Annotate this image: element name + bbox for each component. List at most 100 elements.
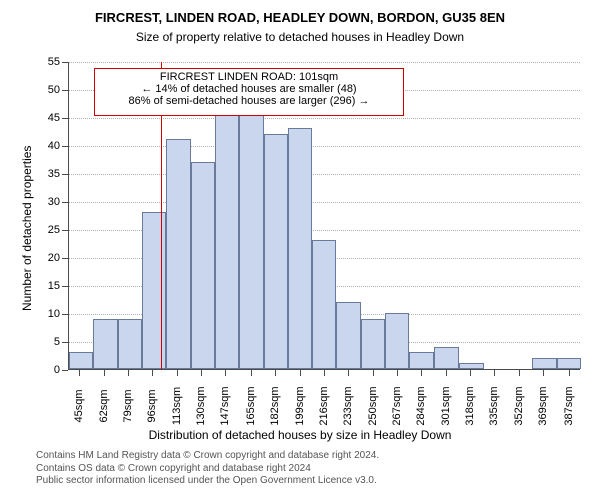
x-tick-label: 301sqm [440, 386, 452, 425]
x-tick [373, 370, 374, 376]
y-tick [62, 118, 68, 119]
x-tick [494, 370, 495, 376]
y-tick [62, 370, 68, 371]
histogram-bar [459, 363, 483, 369]
y-tick [62, 174, 68, 175]
histogram-bar [142, 212, 166, 369]
x-tick-label: 318sqm [464, 386, 476, 425]
x-tick [543, 370, 544, 376]
x-tick-label: 62sqm [98, 389, 110, 422]
x-tick-label: 113sqm [171, 387, 183, 425]
x-tick [569, 370, 570, 376]
grid-line [69, 202, 580, 203]
chart-subtitle: Size of property relative to detached ho… [0, 30, 600, 44]
y-tick-label: 10 [30, 308, 60, 320]
x-tick-label: 387sqm [563, 386, 575, 425]
y-tick [62, 314, 68, 315]
y-tick-label: 50 [30, 84, 60, 96]
footer-line: Public sector information licensed under… [36, 475, 590, 488]
footer-credits: Contains HM Land Registry data © Crown c… [36, 450, 590, 488]
y-tick [62, 202, 68, 203]
y-tick [62, 230, 68, 231]
histogram-bar [264, 134, 288, 369]
x-tick-label: 369sqm [537, 386, 549, 425]
x-tick-label: 335sqm [488, 386, 500, 425]
x-tick-label: 45sqm [73, 389, 85, 422]
histogram-bar [532, 358, 556, 369]
chart-title: FIRCREST, LINDEN ROAD, HEADLEY DOWN, BOR… [0, 10, 600, 25]
histogram-bar [336, 302, 360, 369]
x-tick [470, 370, 471, 376]
y-tick-label: 15 [30, 280, 60, 292]
y-tick-label: 0 [30, 364, 60, 376]
y-tick [62, 146, 68, 147]
x-tick [79, 370, 80, 376]
grid-line [69, 174, 580, 175]
footer-line: Contains OS data © Crown copyright and d… [36, 463, 590, 476]
x-tick [519, 370, 520, 376]
y-tick [62, 90, 68, 91]
footer-line: Contains HM Land Registry data © Crown c… [36, 450, 590, 463]
y-tick-label: 45 [30, 112, 60, 124]
x-tick [104, 370, 105, 376]
histogram-bar [557, 358, 581, 369]
x-tick-label: 130sqm [195, 386, 207, 425]
x-tick [128, 370, 129, 376]
annotation-line: ← 14% of detached houses are smaller (48… [99, 83, 399, 95]
y-tick [62, 342, 68, 343]
y-tick [62, 286, 68, 287]
x-tick-label: 284sqm [415, 386, 427, 425]
histogram-bar [191, 162, 215, 369]
histogram-bar [409, 352, 433, 369]
x-tick [397, 370, 398, 376]
x-tick [324, 370, 325, 376]
annotation-box: FIRCREST LINDEN ROAD: 101sqm← 14% of det… [94, 68, 404, 116]
x-tick [275, 370, 276, 376]
x-tick-label: 250sqm [367, 386, 379, 425]
y-tick-label: 30 [30, 196, 60, 208]
histogram-bar [288, 128, 312, 369]
x-tick [446, 370, 447, 376]
y-tick-label: 55 [30, 56, 60, 68]
x-tick [300, 370, 301, 376]
y-tick [62, 258, 68, 259]
y-tick-label: 40 [30, 140, 60, 152]
x-tick [348, 370, 349, 376]
histogram-bar [69, 352, 93, 369]
x-tick [201, 370, 202, 376]
x-tick [251, 370, 252, 376]
y-tick [62, 62, 68, 63]
histogram-bar [93, 319, 117, 369]
histogram-bar [312, 240, 336, 369]
x-tick-label: 216sqm [318, 386, 330, 425]
x-tick-label: 96sqm [146, 389, 158, 422]
grid-line [69, 146, 580, 147]
annotation-line: FIRCREST LINDEN ROAD: 101sqm [99, 71, 399, 83]
x-tick-label: 79sqm [122, 389, 134, 422]
x-tick-label: 233sqm [342, 386, 354, 425]
histogram-bar [434, 347, 460, 369]
x-tick [225, 370, 226, 376]
x-tick-label: 199sqm [294, 386, 306, 425]
x-tick-label: 352sqm [513, 386, 525, 425]
y-tick-label: 35 [30, 168, 60, 180]
histogram-bar [215, 106, 239, 369]
histogram-bar [118, 319, 142, 369]
grid-line [69, 62, 580, 63]
x-tick-label: 165sqm [245, 386, 257, 425]
y-tick-label: 5 [30, 336, 60, 348]
x-tick-label: 147sqm [219, 386, 231, 425]
histogram-bar [361, 319, 385, 369]
y-tick-label: 20 [30, 252, 60, 264]
x-tick [421, 370, 422, 376]
x-tick [177, 370, 178, 376]
histogram-bar [239, 111, 263, 369]
chart-container: { "layout": { "width": 600, "height": 50… [0, 0, 600, 500]
grid-line [69, 118, 580, 119]
annotation-line: 86% of semi-detached houses are larger (… [99, 95, 399, 107]
y-tick-label: 25 [30, 224, 60, 236]
x-axis-label: Distribution of detached houses by size … [0, 428, 600, 442]
histogram-bar [166, 139, 190, 369]
x-tick [152, 370, 153, 376]
x-tick-label: 267sqm [391, 386, 403, 425]
